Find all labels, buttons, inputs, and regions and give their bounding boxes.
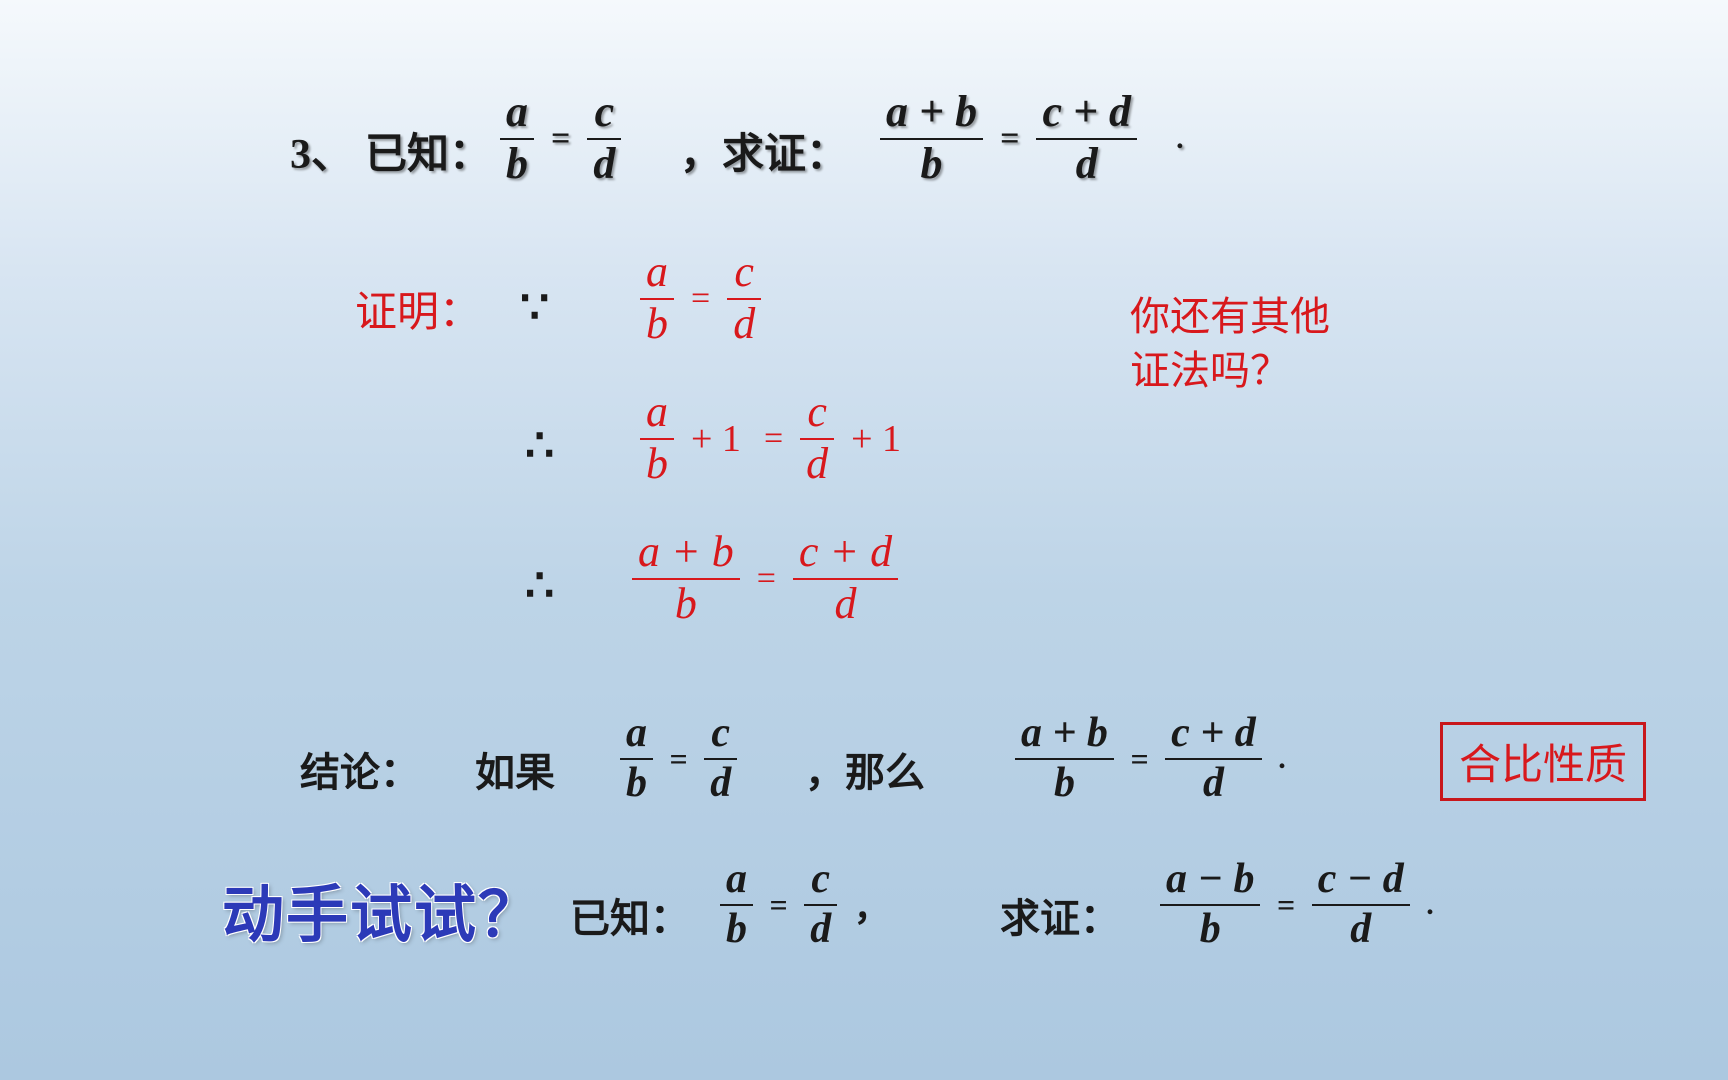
conclusion-if-fracs: a b = c d <box>620 712 737 806</box>
frac-den: b <box>669 582 703 628</box>
frac-num: a <box>640 250 674 296</box>
plus-one: + 1 <box>845 417 907 461</box>
hint-line1: 你还有其他 <box>1130 290 1330 344</box>
frac-den: d <box>704 762 737 806</box>
frac-den: d <box>1197 762 1230 806</box>
frac-num: a <box>500 90 534 136</box>
comma: ， <box>848 879 896 931</box>
frac-num: c <box>589 90 621 136</box>
hint-line2: 证法吗？ <box>1130 344 1330 398</box>
frac-den: d <box>829 582 863 628</box>
frac-den: d <box>587 142 621 188</box>
frac-den: b <box>620 762 653 806</box>
try-given-label: 已知： <box>570 886 690 944</box>
frac-den: d <box>804 908 837 952</box>
because-symbol: ∵ <box>520 280 549 334</box>
eq-sign: = <box>758 420 789 458</box>
proof-line1: a b = c d <box>640 250 761 348</box>
frac-num: c <box>805 858 836 902</box>
frac-den: b <box>720 908 753 952</box>
rule-name-box: 合比性质 <box>1440 722 1646 801</box>
frac-den: b <box>915 142 949 188</box>
conclusion-then: ，那么 <box>805 740 925 798</box>
period: . <box>1272 742 1292 776</box>
frac-den: b <box>1194 908 1227 952</box>
problem-given-fracs: a b = c d <box>500 90 621 188</box>
frac-num: c <box>728 250 760 296</box>
eq-sign: = <box>685 280 716 318</box>
frac-den: d <box>1344 908 1377 952</box>
try-given-fracs: a b = c d ， <box>720 858 896 952</box>
frac-num: c + d <box>793 530 898 576</box>
proof-label: 证明： <box>355 278 481 339</box>
eq-sign: = <box>1124 741 1154 778</box>
frac-den: d <box>727 302 761 348</box>
frac-den: b <box>500 142 534 188</box>
hint-text: 你还有其他 证法吗？ <box>1130 290 1330 398</box>
frac-den: d <box>1070 142 1104 188</box>
eq-sign: = <box>545 120 576 158</box>
eq-sign: = <box>994 120 1025 158</box>
frac-num: a <box>640 390 674 436</box>
frac-num: c + d <box>1036 90 1137 136</box>
frac-num: a + b <box>1015 712 1114 756</box>
frac-num: c − d <box>1312 858 1410 902</box>
period: . <box>1148 122 1190 156</box>
frac-num: c <box>801 390 833 436</box>
conclusion-then-fracs: a + b b = c + d d . <box>1015 712 1292 806</box>
frac-den: b <box>640 442 674 488</box>
problem-index: 3、 <box>290 120 353 181</box>
frac-num: c + d <box>1165 712 1262 756</box>
frac-num: a <box>620 712 653 756</box>
eq-sign: = <box>764 887 794 924</box>
conclusion-label: 结论： <box>300 740 420 798</box>
try-prove-label: 求证： <box>1000 886 1120 944</box>
frac-den: b <box>640 302 674 348</box>
frac-den: d <box>800 442 834 488</box>
conclusion-if: 如果 <box>475 740 555 798</box>
frac-den: b <box>1048 762 1081 806</box>
therefore-symbol-2: ∴ <box>525 558 554 612</box>
frac-num: a <box>720 858 753 902</box>
therefore-symbol-1: ∴ <box>525 418 554 472</box>
proof-line3: a + b b = c + d d <box>632 530 898 628</box>
problem-given-label: 已知： <box>365 120 491 181</box>
eq-sign: = <box>1271 887 1301 924</box>
proof-line2: a b + 1 = c d + 1 <box>640 390 907 488</box>
plus-one: + 1 <box>685 417 747 461</box>
try-prove-fracs: a − b b = c − d d . <box>1160 858 1440 952</box>
frac-num: a + b <box>632 530 740 576</box>
problem-prove-label: ，求证： <box>680 120 848 181</box>
problem-prove-fracs: a + b b = c + d d . <box>880 90 1190 188</box>
eq-sign: = <box>664 741 694 778</box>
eq-sign: = <box>751 560 782 598</box>
frac-num: a + b <box>880 90 983 136</box>
frac-num: a − b <box>1160 858 1260 902</box>
frac-num: c <box>705 712 736 756</box>
try-title: 动手试试？ <box>222 864 542 954</box>
period: . <box>1420 888 1440 922</box>
